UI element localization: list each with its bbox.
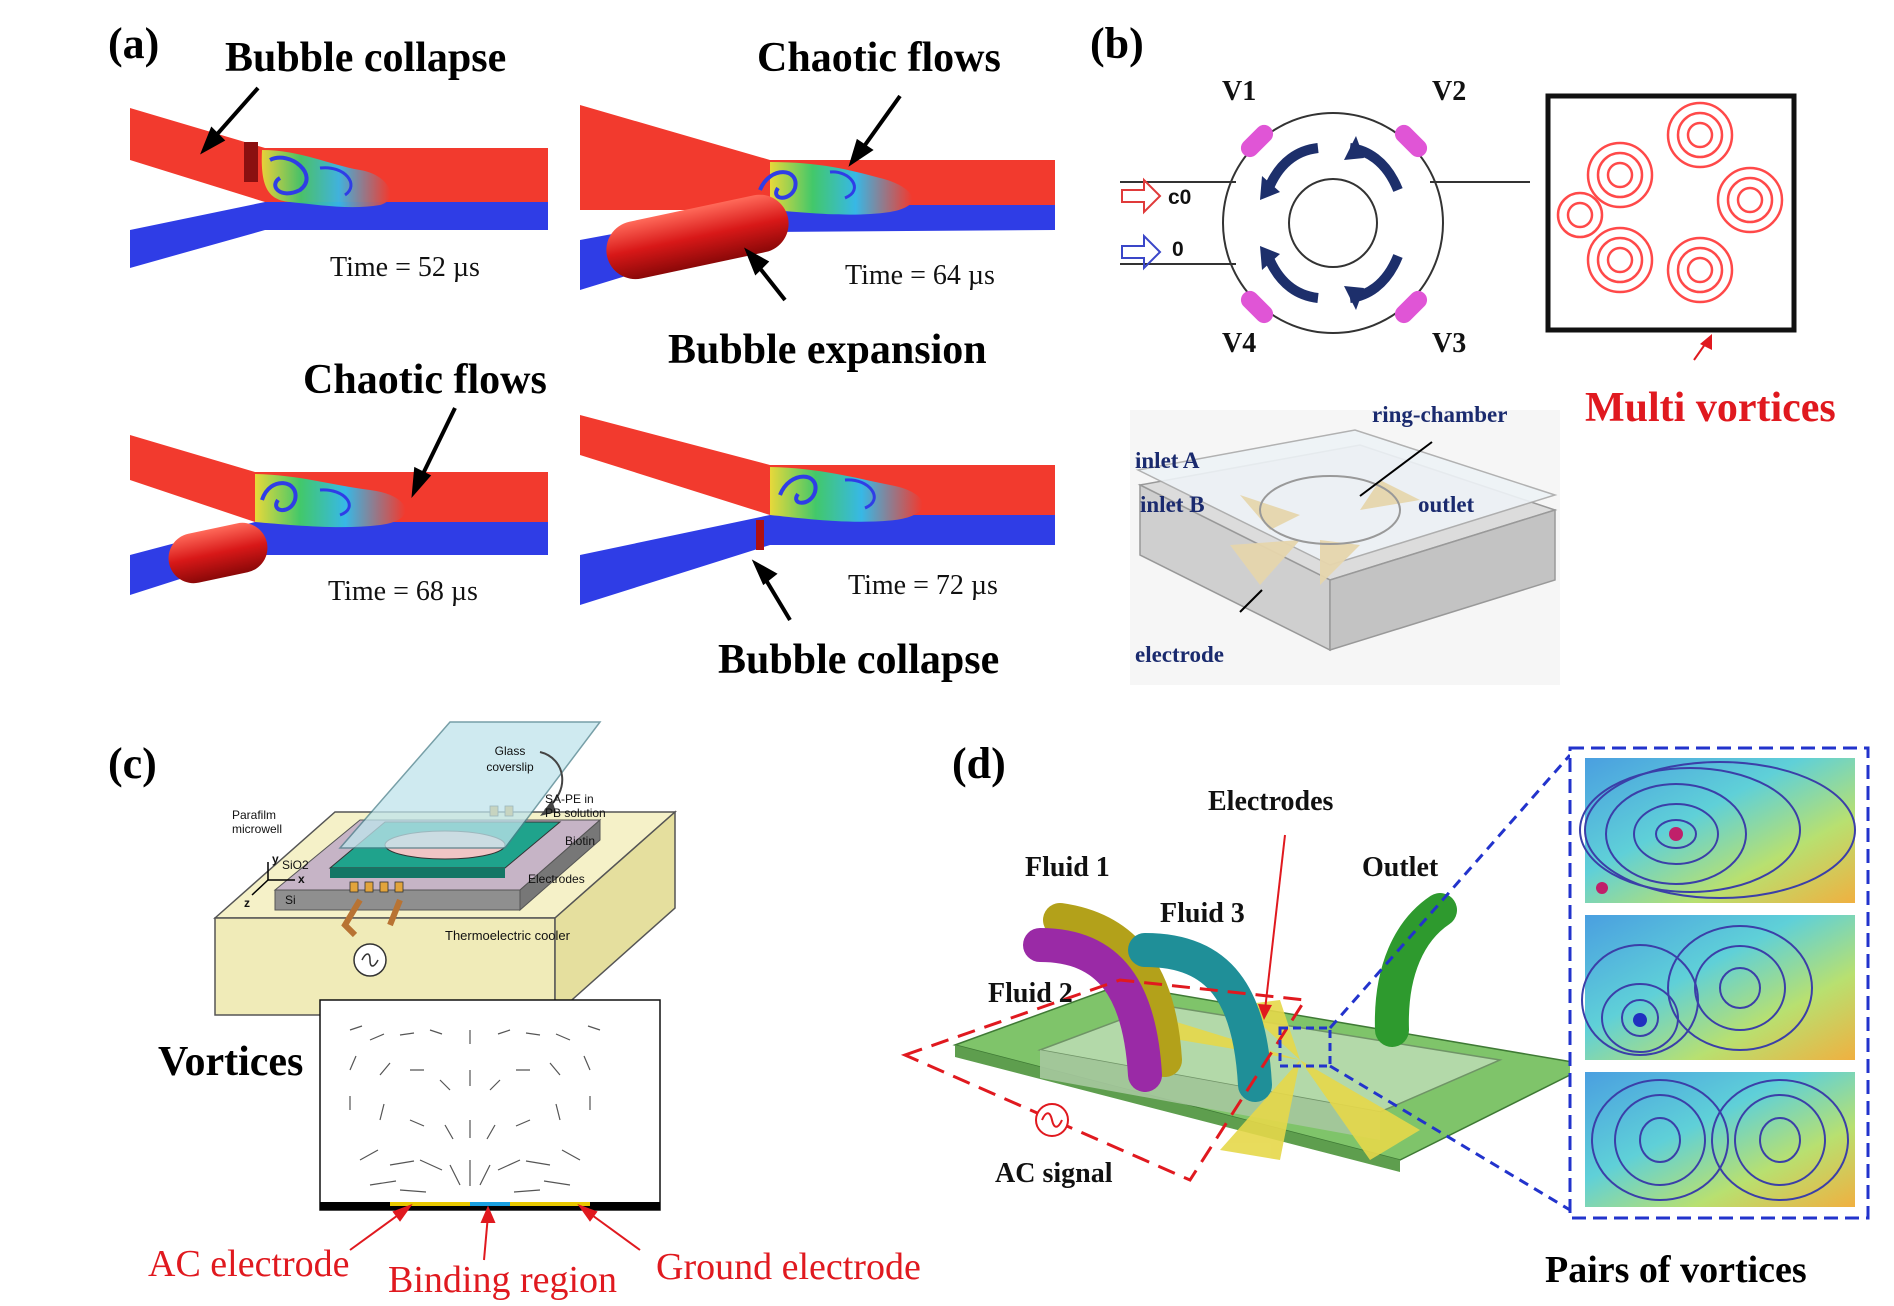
time-frame-2: Time = 64 µs (845, 260, 995, 291)
sim-frame-1 (130, 108, 548, 268)
sim-frame-2 (580, 105, 1055, 290)
label-parafilm-2: microwell (232, 822, 283, 836)
valve-v4: V4 (1222, 328, 1257, 359)
axis-y-label: y (272, 852, 279, 866)
label-ac-signal: AC signal (995, 1158, 1113, 1189)
inlet-0: 0 (1172, 238, 1184, 261)
sim-frame-4 (580, 415, 1055, 605)
time-frame-3: Time = 68 µs (328, 576, 478, 607)
label-sio2: SiO2 (282, 858, 309, 872)
label-ring-chamber: ring-chamber (1372, 402, 1508, 427)
panel-a-arrows (200, 86, 902, 622)
valve-v2: V2 (1432, 76, 1467, 107)
label-bubble-expansion: Bubble expansion (668, 327, 987, 373)
valve-v1: V1 (1222, 76, 1257, 107)
label-glass-coverslip: Glass coverslip (486, 744, 534, 774)
label-electrodes-c: Electrodes (528, 872, 585, 886)
label-fluid-3: Fluid 3 (1160, 898, 1245, 929)
label-biotin: Biotin (565, 834, 596, 848)
label-si: Si (285, 893, 296, 907)
axis-z-label: z (244, 896, 250, 910)
label-chaotic-flows-bottom: Chaotic flows (303, 357, 547, 403)
label-electrodes-d: Electrodes (1208, 786, 1334, 817)
panel-c-label: (c) (108, 739, 157, 788)
label-fluid-1: Fluid 1 (1025, 852, 1110, 883)
label-multi-vortices: Multi vortices (1585, 385, 1836, 431)
label-vortices: Vortices (158, 1039, 304, 1085)
label-parafilm-1: Parafilm (232, 808, 277, 822)
label-thermoelectric-cooler: Thermoelectric cooler (445, 928, 570, 943)
panel-a-label: (a) (108, 19, 160, 68)
label-sape-2: PB solution (545, 806, 606, 820)
inlet-c0: c0 (1168, 186, 1192, 209)
label-binding-region: Binding region (388, 1259, 618, 1301)
time-frame-1: Time = 52 µs (330, 252, 480, 283)
label-chaotic-flows-top: Chaotic flows (757, 35, 1001, 81)
panel-d-label: (d) (952, 739, 1006, 788)
label-outlet: outlet (1418, 492, 1475, 517)
sim-frame-3 (130, 435, 548, 595)
panel-b-label: (b) (1090, 19, 1144, 68)
vector-arrows (349, 1025, 601, 1193)
vortex-rings (1556, 101, 1784, 304)
time-frame-4: Time = 72 µs (848, 570, 998, 601)
label-electrode: electrode (1135, 642, 1224, 667)
label-inlet-b: inlet B (1140, 492, 1205, 517)
valve-v3: V3 (1432, 328, 1467, 359)
label-ac-electrode: AC electrode (148, 1243, 350, 1285)
label-bubble-collapse-top: Bubble collapse (225, 35, 507, 81)
label-fluid-2: Fluid 2 (988, 978, 1073, 1009)
label-pairs-of-vortices: Pairs of vortices (1545, 1249, 1807, 1291)
label-sape-1: SA-PE in (545, 792, 594, 806)
label-bubble-collapse-bottom: Bubble collapse (718, 637, 1000, 683)
label-inlet-a: inlet A (1135, 448, 1200, 473)
label-outlet-d: Outlet (1362, 852, 1439, 883)
axis-x-label: x (298, 872, 305, 886)
label-ground-electrode: Ground electrode (656, 1246, 921, 1288)
